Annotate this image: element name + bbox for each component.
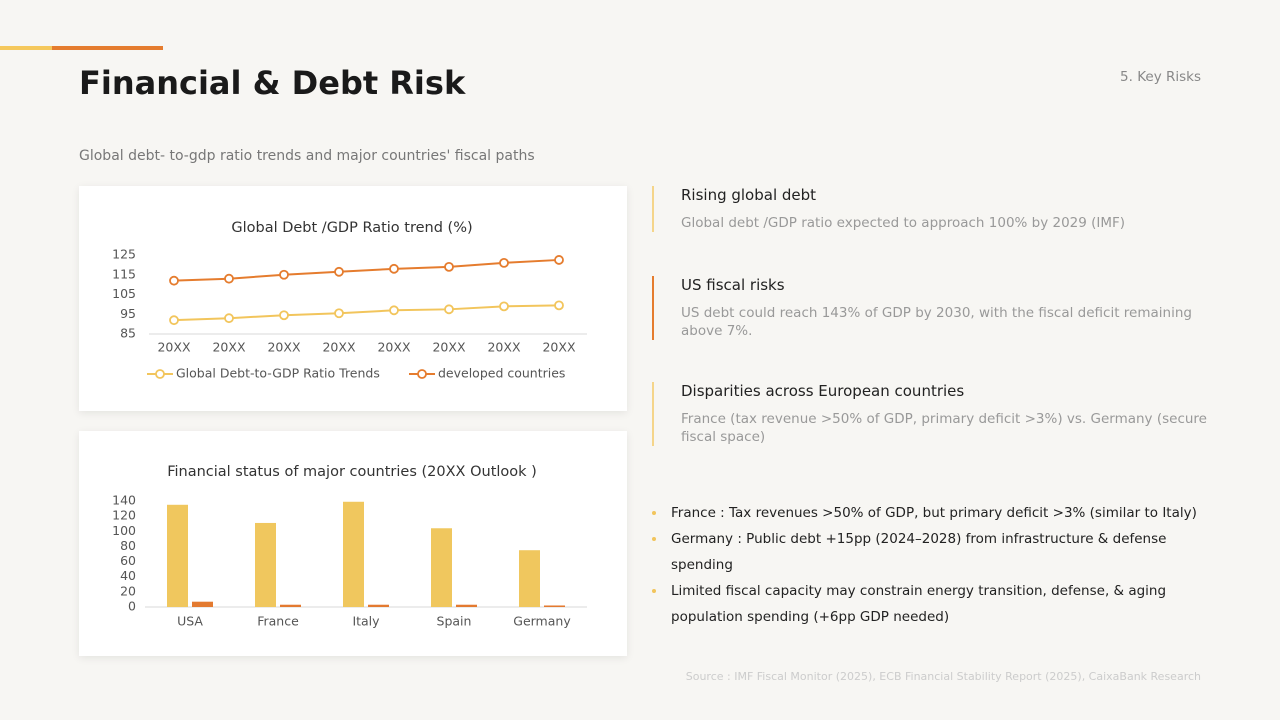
bar xyxy=(456,604,477,607)
point xyxy=(169,275,179,286)
point xyxy=(169,315,179,326)
y-tick-label: 85 xyxy=(120,326,136,341)
point xyxy=(279,269,289,280)
bar xyxy=(544,605,565,607)
y-tick-label: 140 xyxy=(112,493,136,508)
highlight-text: France (tax revenue >50% of GDP, primary… xyxy=(681,411,1207,445)
x-tick-label: Italy xyxy=(352,614,380,629)
point xyxy=(279,310,289,321)
bar xyxy=(343,501,364,607)
line-chart: Global Debt /GDP Ratio trend (%) 85 95 105 1… xyxy=(112,220,587,381)
point xyxy=(554,255,564,265)
point xyxy=(334,266,344,277)
point xyxy=(499,301,509,312)
bar xyxy=(255,522,276,607)
y-tick-label: 120 xyxy=(112,508,136,523)
bar xyxy=(167,504,188,607)
bullet: Limited fiscal capacity may constrain en… xyxy=(652,578,1207,630)
x-tick-label: 20XX xyxy=(377,340,410,355)
accent-orange xyxy=(52,46,163,50)
bar xyxy=(368,604,389,607)
x-tick-label: Spain xyxy=(437,614,472,629)
point xyxy=(444,261,454,272)
y-tick-label: 60 xyxy=(120,553,136,568)
bullet-list: France : Tax revenues >50% of GDP, but p… xyxy=(652,500,1207,630)
legend-label: Global Debt-to-GDP Ratio Trends xyxy=(176,366,380,381)
bar-chart: Financial status of major countries (20X… xyxy=(112,464,587,629)
bar xyxy=(192,601,213,607)
accent-yellow xyxy=(0,46,52,50)
point xyxy=(224,273,234,284)
legend-marker xyxy=(155,369,165,379)
y-tick-label: 100 xyxy=(112,523,136,538)
point xyxy=(224,313,234,324)
x-tick-label: France xyxy=(257,614,299,629)
bullet: France : Tax revenues >50% of GDP, but p… xyxy=(652,500,1207,526)
point xyxy=(334,308,344,319)
highlight-title: Rising global debt xyxy=(681,186,817,204)
legend-marker xyxy=(417,369,427,379)
point xyxy=(389,263,399,274)
chart-title: Financial status of major countries (20X… xyxy=(167,464,537,480)
y-tick-label: 125 xyxy=(112,247,136,262)
y-tick-label: 115 xyxy=(112,266,136,281)
x-tick-label: 20XX xyxy=(432,340,465,355)
line xyxy=(173,304,560,322)
source: Source : IMF Fiscal Monitor (2025), ECB … xyxy=(685,670,1201,683)
point xyxy=(554,300,564,311)
x-tick-label: 20XX xyxy=(212,340,245,355)
highlight-text: US debt could reach 143% of GDP by 2030,… xyxy=(681,305,1192,339)
line-card: Global Debt /GDP Ratio trend (%) 85 95 105 1… xyxy=(79,186,627,411)
x-tick-label: 20XX xyxy=(322,340,355,355)
x-tick-label: Germany xyxy=(513,614,571,629)
point xyxy=(389,305,399,316)
highlight: Disparities across European countries Fra… xyxy=(652,382,1211,446)
y-tick-label: 0 xyxy=(128,599,136,614)
bar xyxy=(431,528,452,607)
highlight-title: US fiscal risks xyxy=(681,276,785,294)
y-tick-label: 105 xyxy=(112,286,136,301)
chart-title: Global Debt /GDP Ratio trend (%) xyxy=(231,220,472,236)
title: Financial & Debt Risk xyxy=(79,64,466,102)
point xyxy=(499,258,509,268)
x-tick-label: 20XX xyxy=(487,340,520,355)
x-tick-label: 20XX xyxy=(267,340,300,355)
bar xyxy=(280,604,301,607)
highlight-title: Disparities across European countries xyxy=(681,382,965,400)
highlight: Rising global debt Global debt /GDP ratio… xyxy=(652,186,1211,232)
highlight-text: Global debt /GDP ratio expected to appro… xyxy=(681,215,1126,231)
y-tick-label: 95 xyxy=(120,306,136,321)
bar-card: Financial status of major countries (20X… xyxy=(79,431,627,656)
line xyxy=(173,258,560,282)
bar xyxy=(519,550,540,607)
legend-label: developed countries xyxy=(438,366,565,381)
x-tick-label: 20XX xyxy=(157,340,190,355)
section: 5. Key Risks xyxy=(1120,69,1201,85)
x-tick-label: 20XX xyxy=(542,340,575,355)
y-tick-label: 40 xyxy=(120,568,136,583)
y-tick-label: 20 xyxy=(120,583,136,598)
bullet: Germany : Public debt +15pp (2024–2028) … xyxy=(652,526,1207,578)
point xyxy=(444,304,454,315)
y-tick-label: 80 xyxy=(120,538,136,553)
x-tick-label: USA xyxy=(177,614,203,629)
highlight: US fiscal risks US debt could reach 143% … xyxy=(652,276,1211,340)
subtitle: Global debt- to-gdp ratio trends and maj… xyxy=(79,148,535,164)
